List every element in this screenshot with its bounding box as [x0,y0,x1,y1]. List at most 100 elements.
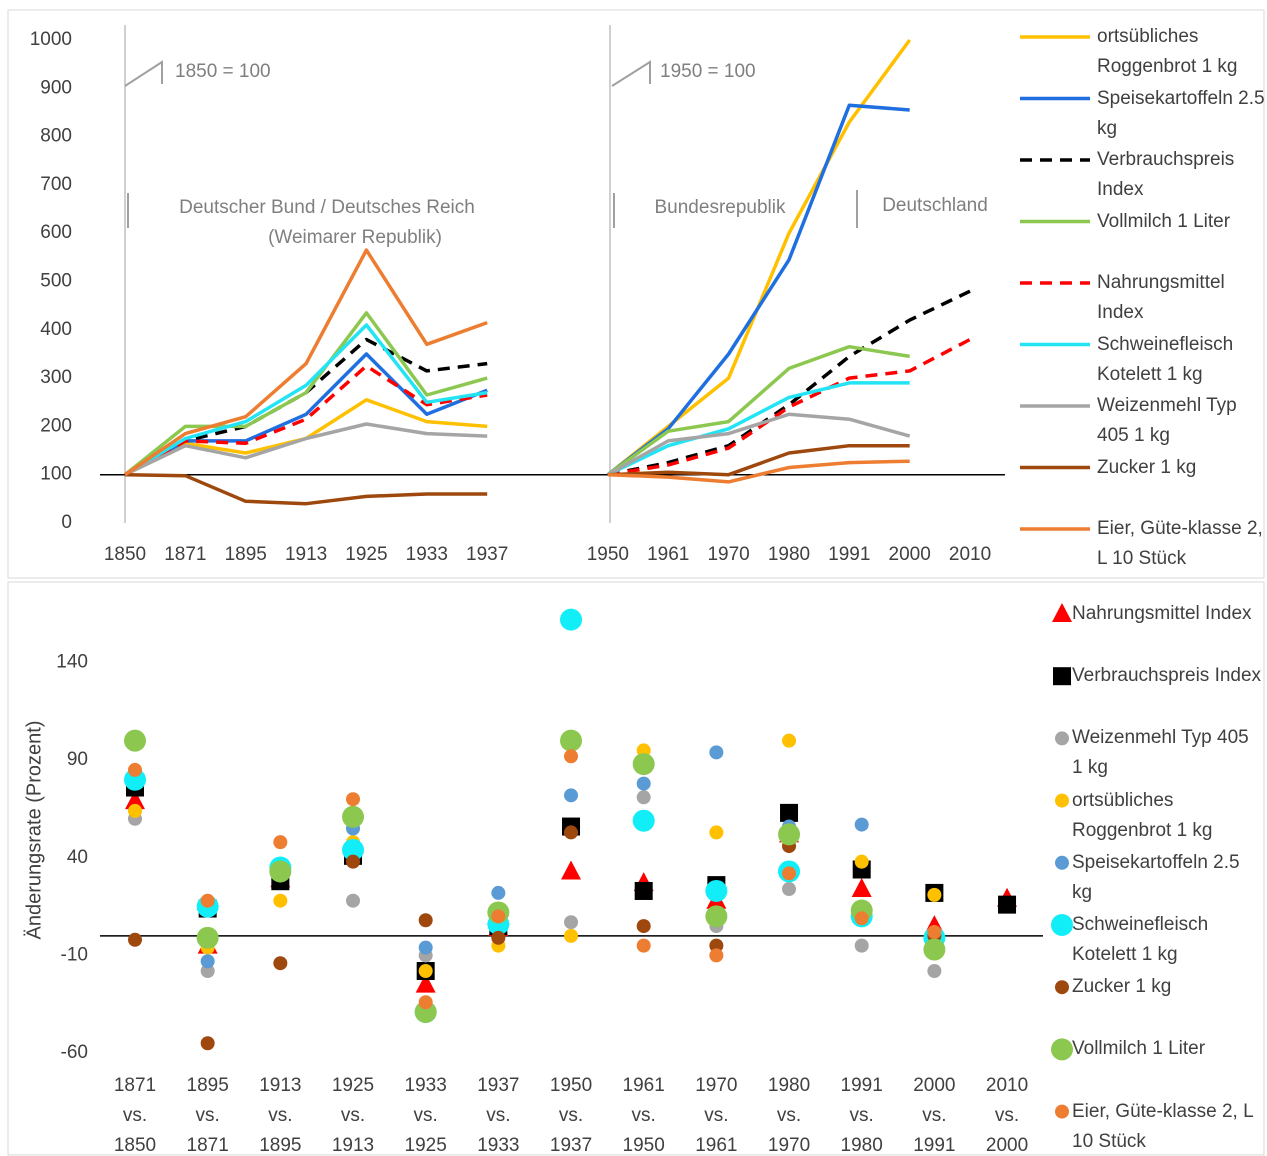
legend-label: Weizenmehl Typ 405 1 kg [1097,395,1237,446]
y-tick-label: 140 [56,652,88,673]
legend-marker [1053,667,1071,686]
point [491,909,506,924]
legend-label: Verbrauchspreis Index [1072,665,1262,687]
x-tick-label: 1937 vs. 1933 [477,1075,520,1156]
break-mark [124,60,163,87]
x-tick-label: 1961 vs. 1950 [622,1075,665,1156]
x-tick-label: 1950 vs. 1937 [549,1075,593,1156]
legend-label: Verbrauchspreis Index [1097,149,1235,200]
series-line [124,248,910,484]
point [346,792,361,807]
point [124,729,146,752]
legend-marker [1055,1104,1069,1119]
point [561,860,582,880]
point [418,913,433,928]
point [418,940,433,955]
x-tick-label: 1871 vs. 1850 [113,1075,157,1156]
point [782,733,797,748]
point [415,973,436,993]
y-tick-label: 40 [67,847,88,868]
point [778,823,801,846]
annotation: Deutscher Bund / Deutsches Reich [179,197,475,218]
y-tick-label: 600 [40,222,72,243]
legend-label: Nahrungsmittel Index [1072,603,1252,624]
x-tick-label: 2000 [889,544,931,565]
point [564,915,579,930]
y-tick-label: 500 [40,271,72,292]
point [128,932,142,947]
x-tick-label: 1913 [285,544,327,565]
point [196,926,219,949]
y-tick-label: 900 [40,77,72,98]
series-line [124,443,910,506]
x-tick-label: 2000 vs. 1991 [913,1075,956,1156]
point [709,948,724,963]
point [927,924,942,939]
annotation: (Weimarer Republik) [268,227,442,248]
series-line [123,311,910,477]
x-tick-label: 2010 vs. 2000 [985,1075,1029,1156]
y-tick-label: 800 [40,126,72,147]
point [273,956,288,971]
point [854,817,869,832]
y-tick-label: 300 [40,367,72,388]
point [346,854,361,869]
point [998,895,1017,914]
y-tick-label: 0 [61,512,72,533]
point [632,753,655,776]
x-tick-label: 1937 [466,544,508,565]
series-line [124,38,912,477]
point [705,905,728,928]
annotation: 1850 = 100 [175,61,271,82]
series-line [124,323,910,477]
x-tick-label: 1980 [768,544,810,565]
point [854,938,869,953]
x-tick-label: 1991 vs. 1980 [840,1075,883,1156]
series-line [124,412,911,477]
point [560,608,583,631]
legend-marker [1055,855,1069,870]
x-tick-label: 1895 vs. 1871 [186,1075,229,1156]
point [632,809,655,832]
legend-label: Nahrungsmittel Index [1097,272,1225,323]
point [780,803,799,822]
point [636,776,651,791]
bottom-panel [7,581,1265,1156]
x-tick-label: 1961 [647,544,689,565]
y-tick-label: -60 [61,1042,88,1063]
annotation: Bundesrepublik [655,197,786,218]
y-tick-label: 1000 [30,29,72,50]
point [564,749,579,764]
point [927,887,942,902]
legend-marker [1051,1038,1073,1061]
legend-label: ortsübliches Roggenbrot 1 kg [1072,789,1213,841]
x-tick-label: 1871 [164,544,206,565]
legend-label: ortsübliches Roggenbrot 1 kg [1097,26,1238,77]
point [634,881,653,900]
legend-label: Schweinefleisch Kotelett 1 kg [1097,333,1234,385]
x-tick-label: 1980 vs. 1970 [767,1075,811,1156]
x-tick-label: 1970 [707,544,749,565]
point [705,879,728,902]
legend-label: Vollmilch 1 Liter [1072,1038,1206,1060]
point [636,790,651,805]
point [636,919,651,934]
point [851,878,872,898]
legend-label: Speisekartoffeln 2.5 kg [1097,87,1265,139]
x-tick-label: 1991 [828,544,870,565]
x-tick-label: 1895 [225,544,267,565]
legend-marker [1052,603,1072,622]
point [709,938,724,953]
legend-label: Zucker 1 kg [1097,456,1197,478]
y-tick-label: -10 [61,944,88,965]
point [418,995,433,1010]
break-mark [611,60,651,87]
point [491,885,506,900]
legend-marker [1055,731,1069,746]
point [564,825,579,840]
annotation: Deutschland [882,195,988,216]
top-panel [7,9,1265,579]
series-line [124,337,971,477]
x-tick-label: 1850 [104,544,146,565]
